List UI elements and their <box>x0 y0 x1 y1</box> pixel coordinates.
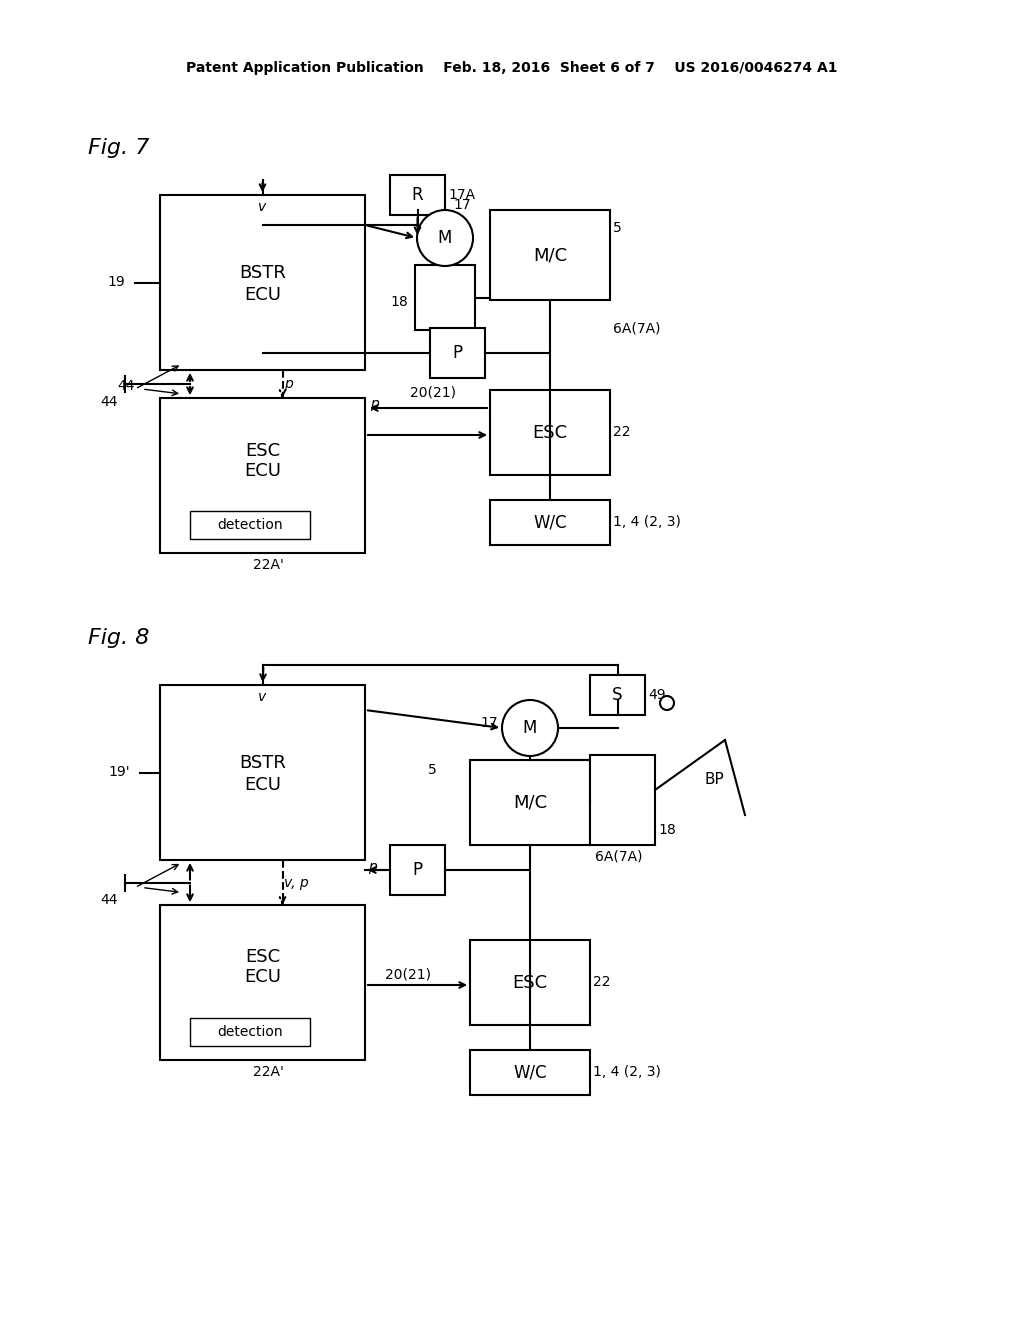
Text: p: p <box>368 861 377 874</box>
Text: Fig. 8: Fig. 8 <box>88 628 150 648</box>
Text: 22A': 22A' <box>253 1065 284 1078</box>
Text: 17A: 17A <box>449 187 475 202</box>
Text: detection: detection <box>217 517 283 532</box>
Text: 44: 44 <box>100 894 118 908</box>
Text: ECU: ECU <box>244 285 281 304</box>
Text: 22A': 22A' <box>253 558 284 572</box>
Bar <box>390 176 445 215</box>
Text: M: M <box>523 719 538 737</box>
Text: 1, 4 (2, 3): 1, 4 (2, 3) <box>593 1065 660 1080</box>
Text: 18: 18 <box>390 296 408 309</box>
Bar <box>160 685 365 861</box>
Text: P: P <box>453 345 463 362</box>
Text: 49: 49 <box>648 688 666 702</box>
Bar <box>430 327 485 378</box>
Text: BSTR: BSTR <box>239 264 286 281</box>
Bar <box>470 940 590 1026</box>
Text: S: S <box>612 686 623 704</box>
Text: Fig. 7: Fig. 7 <box>88 139 150 158</box>
Bar <box>590 675 645 715</box>
Bar <box>490 210 610 300</box>
Text: ESC: ESC <box>512 974 548 991</box>
Text: Patent Application Publication    Feb. 18, 2016  Sheet 6 of 7    US 2016/0046274: Patent Application Publication Feb. 18, … <box>186 61 838 75</box>
Bar <box>490 389 610 475</box>
Text: 6A(7A): 6A(7A) <box>595 850 642 865</box>
Text: 20(21): 20(21) <box>410 385 456 400</box>
Text: BSTR: BSTR <box>239 754 286 771</box>
Text: v, p: v, p <box>285 875 309 890</box>
Text: ECU: ECU <box>244 776 281 793</box>
Text: M: M <box>438 228 453 247</box>
Text: W/C: W/C <box>513 1064 547 1081</box>
Text: 1, 4 (2, 3): 1, 4 (2, 3) <box>613 516 681 529</box>
Text: 19': 19' <box>109 766 130 780</box>
Text: BP: BP <box>705 772 725 788</box>
Bar <box>415 265 475 330</box>
Text: p: p <box>370 397 379 411</box>
Text: 20(21): 20(21) <box>385 968 431 982</box>
Text: 18: 18 <box>658 822 676 837</box>
Text: 44: 44 <box>118 379 135 393</box>
Text: ECU: ECU <box>244 462 281 479</box>
Text: M/C: M/C <box>513 793 547 812</box>
Bar <box>590 755 655 845</box>
Text: 22: 22 <box>593 975 610 990</box>
Text: M/C: M/C <box>532 246 567 264</box>
Bar <box>190 511 310 539</box>
Text: 6A(7A): 6A(7A) <box>613 321 660 335</box>
Bar <box>190 1018 310 1045</box>
Text: v: v <box>258 690 266 704</box>
Text: 44: 44 <box>100 395 118 409</box>
Circle shape <box>417 210 473 267</box>
Text: ESC: ESC <box>245 949 280 966</box>
Text: ESC: ESC <box>245 441 280 459</box>
Text: R: R <box>412 186 423 205</box>
Bar <box>160 906 365 1060</box>
Text: 5: 5 <box>428 763 437 777</box>
Bar <box>160 399 365 553</box>
Text: 22: 22 <box>613 425 631 440</box>
Text: v: v <box>258 201 266 214</box>
Circle shape <box>660 696 674 710</box>
Bar <box>470 760 590 845</box>
Bar <box>160 195 365 370</box>
Text: ESC: ESC <box>532 424 567 441</box>
Text: P: P <box>413 861 423 879</box>
Text: 19: 19 <box>108 276 125 289</box>
Text: 17: 17 <box>480 715 498 730</box>
Bar <box>390 845 445 895</box>
Text: detection: detection <box>217 1026 283 1039</box>
Bar <box>470 1049 590 1096</box>
Text: 17: 17 <box>453 198 471 213</box>
Text: 5: 5 <box>613 220 622 235</box>
Text: ECU: ECU <box>244 969 281 986</box>
Text: W/C: W/C <box>534 513 567 532</box>
Circle shape <box>502 700 558 756</box>
Text: p: p <box>285 378 293 391</box>
Bar <box>490 500 610 545</box>
